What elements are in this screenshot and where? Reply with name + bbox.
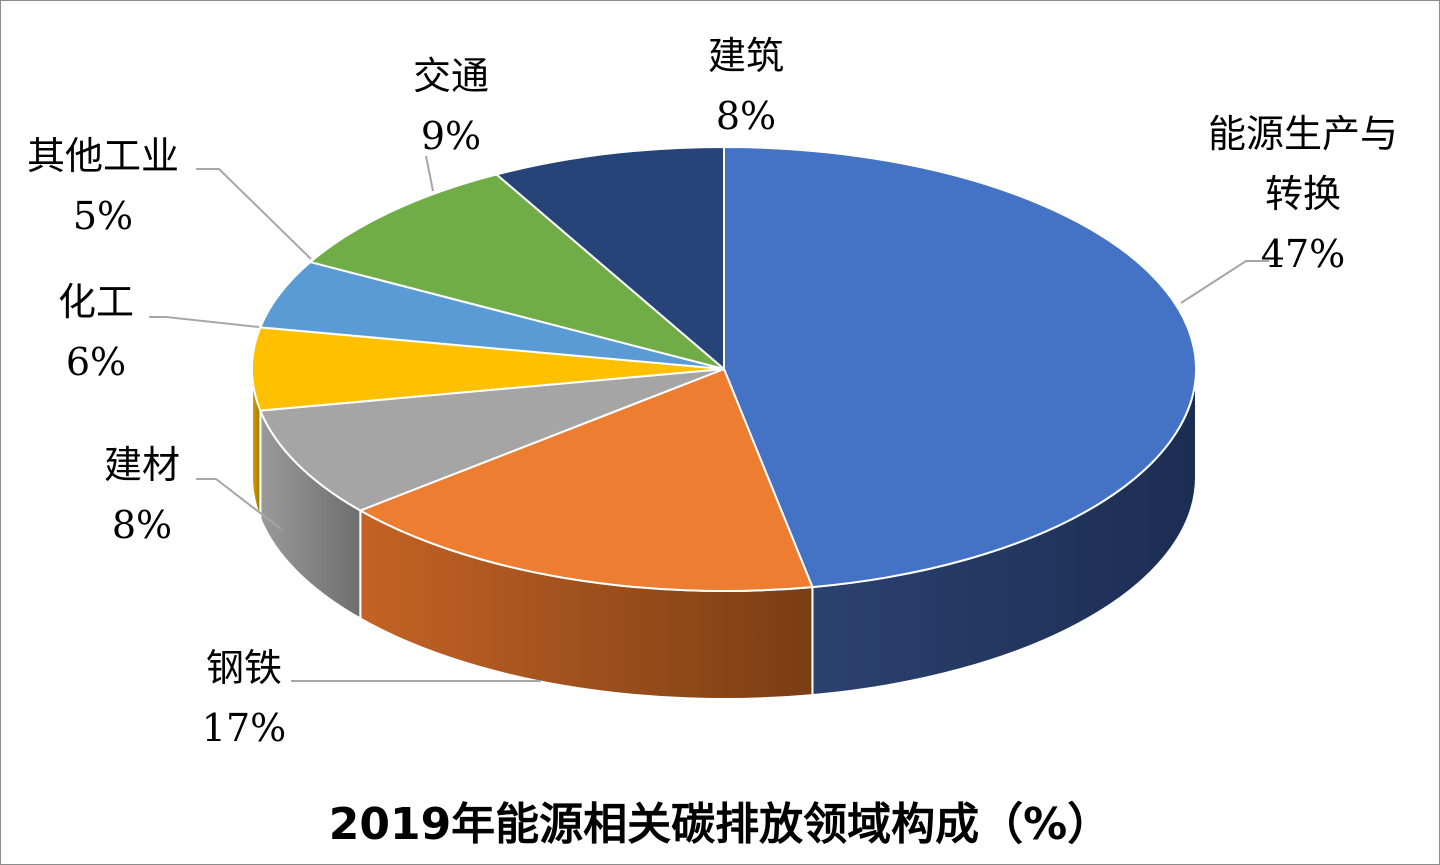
data-label-category: 交通 bbox=[413, 54, 489, 98]
leader-line-5 bbox=[425, 155, 434, 192]
data-label-value: 8% bbox=[716, 94, 776, 138]
pie-slice-5 bbox=[308, 173, 725, 370]
pie-slice-1 bbox=[357, 367, 814, 592]
pie-slice-0 bbox=[723, 145, 1198, 589]
data-label-category: 能源生产与 bbox=[1208, 112, 1398, 156]
data-label-category: 化工 bbox=[58, 280, 134, 324]
pie-slice-4 bbox=[258, 260, 725, 370]
data-label-category: 钢铁 bbox=[206, 646, 282, 690]
data-label-value: 9% bbox=[421, 114, 481, 158]
data-label-value: 17% bbox=[202, 706, 286, 750]
data-label-category: 建材 bbox=[104, 443, 180, 487]
leader-line-2 bbox=[196, 478, 282, 530]
leader-line-4 bbox=[196, 168, 312, 260]
data-label-value: 5% bbox=[73, 194, 133, 238]
pie-slices bbox=[251, 145, 1198, 592]
data-label-category: 转换 bbox=[1265, 172, 1341, 216]
leader-line-0 bbox=[1180, 260, 1269, 304]
data-label-value: 47% bbox=[1261, 232, 1345, 276]
leader-lines bbox=[149, 155, 1269, 682]
chart-title: 2019年能源相关碳排放领域构成（%） bbox=[329, 799, 1112, 850]
data-label-category: 其他工业 bbox=[27, 134, 179, 178]
pie-slice-3 bbox=[251, 326, 725, 412]
data-label-value: 6% bbox=[66, 340, 126, 384]
leader-line-3 bbox=[149, 316, 260, 328]
data-label-value: 8% bbox=[112, 503, 172, 547]
pie-slice-2 bbox=[258, 368, 725, 512]
pie-slice-6 bbox=[494, 145, 725, 372]
data-label-category: 建筑 bbox=[708, 34, 784, 78]
